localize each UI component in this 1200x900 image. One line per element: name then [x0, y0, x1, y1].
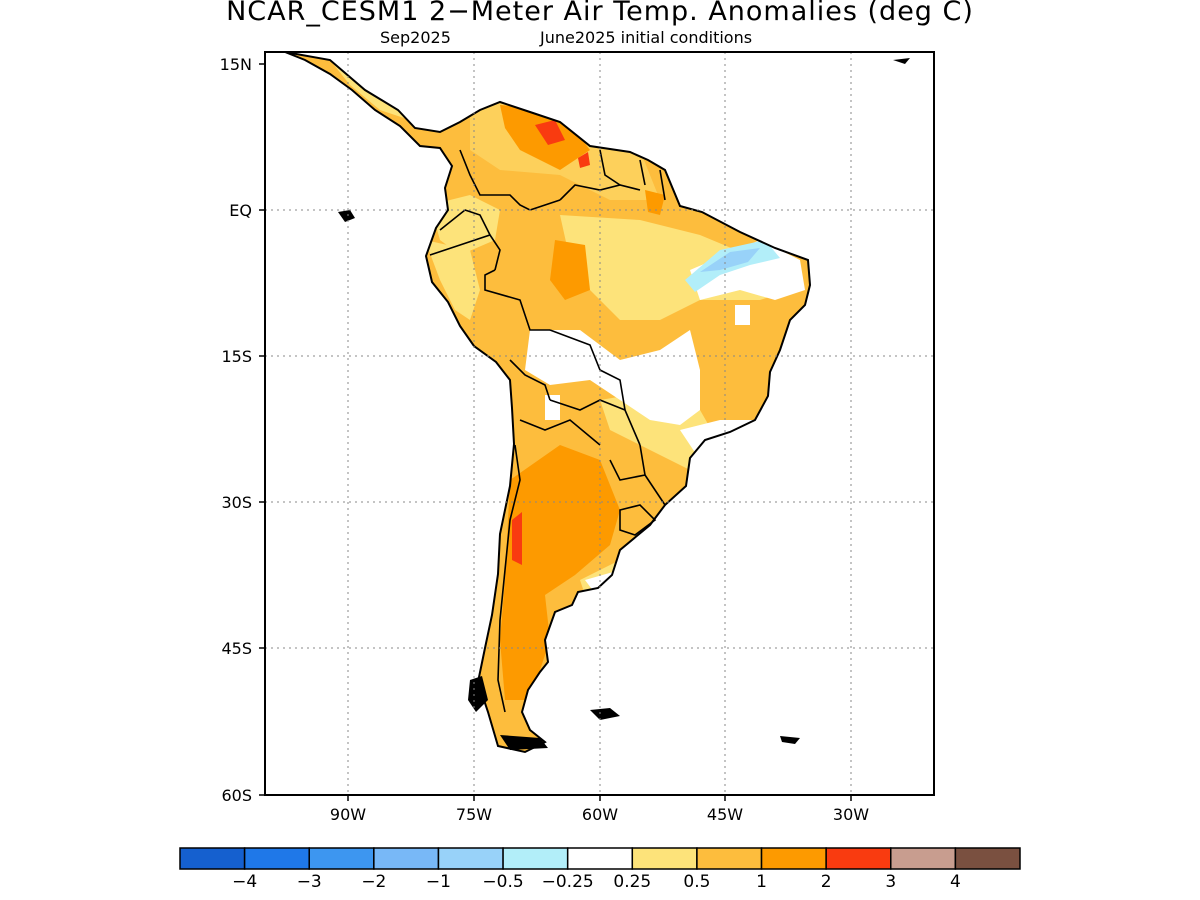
legend-label: −3 [297, 872, 322, 892]
border-guyana [599, 149, 621, 186]
anomaly-light-amazon-east [560, 215, 790, 320]
legend-swatch [760, 847, 827, 870]
anomaly-max-spot [578, 152, 590, 168]
legend-label: −2 [361, 872, 386, 892]
legend-swatch [825, 847, 892, 870]
legend-label: 4 [950, 872, 961, 892]
anomaly-max-andes [512, 512, 522, 565]
legend-swatch [308, 847, 375, 870]
valid-month: Sep2025 [380, 28, 451, 47]
lat-label-15n: 15N [220, 55, 252, 74]
border-argentina-brazil [644, 474, 666, 506]
anomaly-strong-guiana [645, 190, 665, 215]
lon-label-30w: 30W [833, 805, 869, 824]
border-suriname [639, 159, 646, 186]
legend-labels: −4 −3 −2 −1 −0.5 −0.25 0.25 0.5 1 2 3 4 [232, 872, 961, 892]
chilean-archipelago [468, 676, 488, 712]
lat-label-eq: EQ [229, 201, 252, 220]
border-uruguay [619, 504, 657, 536]
legend-swatch [437, 847, 504, 870]
border-chile-argentina [497, 444, 521, 713]
border-french-guiana [659, 169, 666, 201]
border-ecuador-peru [429, 234, 501, 271]
lat-label-45s: 45S [221, 639, 252, 658]
lon-label-45w: 45W [707, 805, 743, 824]
falkland-islands [590, 708, 620, 720]
legend-swatch [179, 847, 246, 870]
legend-swatch [631, 847, 698, 870]
graticule [265, 52, 934, 795]
anomaly-strong-amazon [550, 240, 590, 300]
islands [338, 58, 910, 750]
south-georgia-island [780, 736, 800, 744]
legend-swatch [566, 847, 634, 870]
legend-label: −1 [426, 872, 451, 892]
lat-label-60s: 60S [221, 786, 252, 805]
initial-conditions: June2025 initial conditions [540, 28, 753, 47]
border-colombia-ecuador [439, 209, 491, 236]
legend-swatch [243, 847, 310, 870]
border-peru-brazil [484, 269, 550, 331]
lat-label-15s: 15S [221, 347, 252, 366]
lon-label-90w: 90W [330, 805, 366, 824]
legend-label: −4 [232, 872, 257, 892]
caribbean-islands [893, 58, 910, 64]
legend-label: 0.25 [613, 872, 651, 892]
legend-swatch [373, 847, 440, 870]
lon-label-60w: 60W [582, 805, 618, 824]
border-peru-bolivia [509, 359, 551, 401]
lon-label-75w: 75W [456, 805, 492, 824]
lat-label-30s: 30S [221, 493, 252, 512]
anomaly-strong-argentina [500, 445, 620, 700]
legend-label: −0.5 [482, 872, 523, 892]
legend-label: 1 [756, 872, 767, 892]
legend-label: 2 [821, 872, 832, 892]
anomaly-max-venezuela [535, 120, 565, 145]
galapagos-islands [338, 210, 355, 222]
legend-swatch [696, 847, 763, 870]
legend-swatch [502, 847, 569, 870]
legend-label: 0.5 [683, 872, 710, 892]
anomaly-light-ecuador [425, 240, 480, 320]
border-paraguay [609, 444, 646, 481]
legend-label: −0.25 [542, 872, 594, 892]
legend-swatch [954, 847, 1021, 870]
map-title: NCAR_CESM1 2−Meter Air Temp. Anomalies (… [226, 0, 974, 27]
anomaly-neutral-spot [735, 305, 750, 325]
legend-label: 3 [885, 872, 896, 892]
legend-swatch [890, 847, 957, 870]
coastline [284, 51, 812, 754]
legend-swatches [179, 847, 1021, 870]
tick-marks [259, 63, 852, 801]
border-bolivia-argentina [519, 419, 601, 446]
anomaly-cool-core [700, 248, 760, 272]
anomaly-neutral-bolivia-brazil [525, 330, 700, 425]
tierra-del-fuego [500, 735, 548, 750]
